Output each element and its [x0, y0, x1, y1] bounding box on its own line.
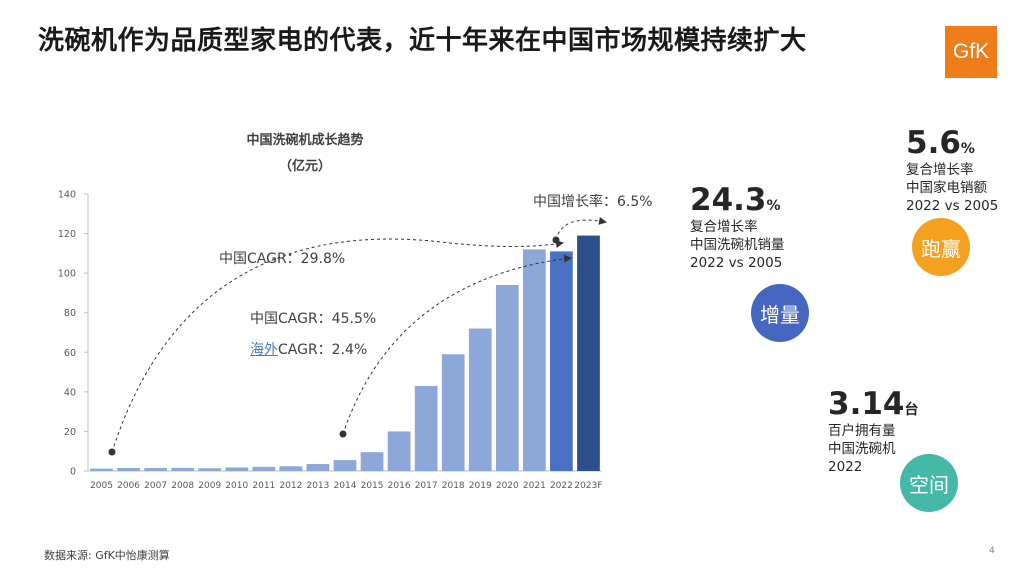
x-tick-label: 2022 [550, 481, 573, 491]
growth-rate-start-dot [552, 236, 560, 244]
cagr-arrows [108, 216, 607, 456]
bar-2007 [144, 468, 167, 471]
slide-title: 洗碗机作为品质型家电的代表，近十年来在中国市场规模持续扩大 [38, 26, 807, 56]
y-tick-label: 40 [64, 387, 76, 398]
x-tick-label: 2012 [279, 481, 302, 491]
x-tick-label: 2016 [388, 481, 411, 491]
stat-appliance-cagr: 5.6% 复合增长率 中国家电销额 2022 vs 2005 [906, 125, 998, 215]
cagr-total-label: 中国CAGR：29.8% [219, 251, 346, 267]
growth-rate-label: 中国增长率：6.5% [533, 194, 653, 210]
stat-desc-line: 2022 vs 2005 [690, 255, 783, 271]
cagr-total-start-dot [108, 448, 116, 456]
x-tick-label: 2014 [334, 481, 357, 491]
stat-desc-line: 复合增长率 [690, 219, 758, 235]
y-tick-label: 60 [64, 348, 76, 359]
bar-2005 [90, 468, 113, 471]
bar-2020 [495, 285, 519, 471]
bar-2008 [171, 467, 195, 471]
overseas-link[interactable]: 海外 [250, 342, 278, 358]
x-tick-label: 2006 [117, 481, 140, 491]
x-tick-label: 2017 [415, 481, 438, 491]
x-tick-label: 2011 [252, 481, 275, 491]
stat-desc-line: 百户拥有量 [828, 423, 896, 439]
x-tick-label: 2009 [198, 481, 221, 491]
stat-desc-line: 中国洗碗机 [828, 441, 896, 457]
chart-unit: （亿元） [278, 159, 331, 174]
stat-value: 5.6% [906, 125, 975, 161]
x-tick-label: 2019 [469, 481, 492, 491]
bar-2019 [468, 328, 492, 471]
x-tick-label: 2007 [144, 481, 167, 491]
y-tick-label: 120 [58, 229, 76, 240]
x-tick-label: 2021 [523, 481, 546, 491]
y-tick-label: 100 [58, 269, 76, 280]
gfk-logo: GfK [945, 26, 997, 78]
data-source: 数据来源: GfK中怡康测算 [44, 549, 170, 562]
cagr-overseas-label: 海外CAGR：2.4% [250, 339, 367, 359]
y-tick-label: 80 [64, 308, 76, 319]
x-tick-label: 2023F [574, 481, 602, 491]
page-number: 4 [989, 546, 995, 556]
stat-desc-line: 中国家电销额 [906, 180, 987, 196]
overseas-cagr-value: CAGR：2.4% [278, 342, 368, 358]
bubble-space: 空间 [900, 454, 958, 512]
bar-2011 [252, 466, 276, 471]
bubble-increment: 增量 [751, 284, 809, 342]
chart-title-block: 中国洗碗机成长趋势 （亿元） [200, 128, 410, 180]
y-tick-label: 140 [58, 190, 76, 201]
growth-rate-arrow [555, 216, 607, 241]
bar-2016 [387, 431, 411, 471]
bar-2018 [441, 354, 465, 471]
bar-2012 [279, 466, 303, 471]
y-tick-label: 0 [70, 467, 76, 478]
cagr-total-arrow [111, 238, 564, 453]
x-tick-label: 2020 [496, 481, 519, 491]
bar-2009 [198, 468, 222, 471]
bar-2017 [414, 385, 438, 471]
cagr-recent-label: 中国CAGR：45.5% [250, 311, 377, 327]
chart-title: 中国洗碗机成长趋势 [246, 133, 364, 148]
bar-2022 [550, 251, 573, 471]
bar-2015 [360, 452, 384, 471]
bar-2021 [523, 249, 546, 471]
x-tick-label: 2013 [306, 481, 329, 491]
stat-value: 24.3% [690, 182, 781, 218]
stat-desc-line: 中国洗碗机销量 [690, 237, 785, 253]
stat-value: 3.14台 [828, 386, 919, 422]
stat-sales-cagr: 24.3% 复合增长率 中国洗碗机销量 2022 vs 2005 [690, 182, 785, 272]
bar-2014 [333, 460, 357, 471]
bar-2006 [117, 468, 140, 471]
stat-desc-line: 2022 [828, 459, 863, 475]
x-tick-label: 2005 [90, 481, 113, 491]
y-tick-label: 20 [64, 427, 76, 438]
x-tick-label: 2008 [171, 481, 194, 491]
bar-2010 [225, 467, 249, 471]
x-tick-label: 2010 [225, 481, 248, 491]
cagr-recent-start-dot [339, 430, 347, 438]
stat-penetration: 3.14台 百户拥有量 中国洗碗机 2022 [828, 386, 919, 476]
x-tick-label: 2018 [442, 481, 465, 491]
x-tick-label: 2015 [361, 481, 384, 491]
bar-2023F [577, 235, 600, 471]
stat-desc-line: 复合增长率 [906, 162, 974, 178]
stat-desc-line: 2022 vs 2005 [906, 198, 999, 214]
bubble-outperform: 跑赢 [912, 218, 970, 276]
bar-2013 [306, 464, 330, 471]
